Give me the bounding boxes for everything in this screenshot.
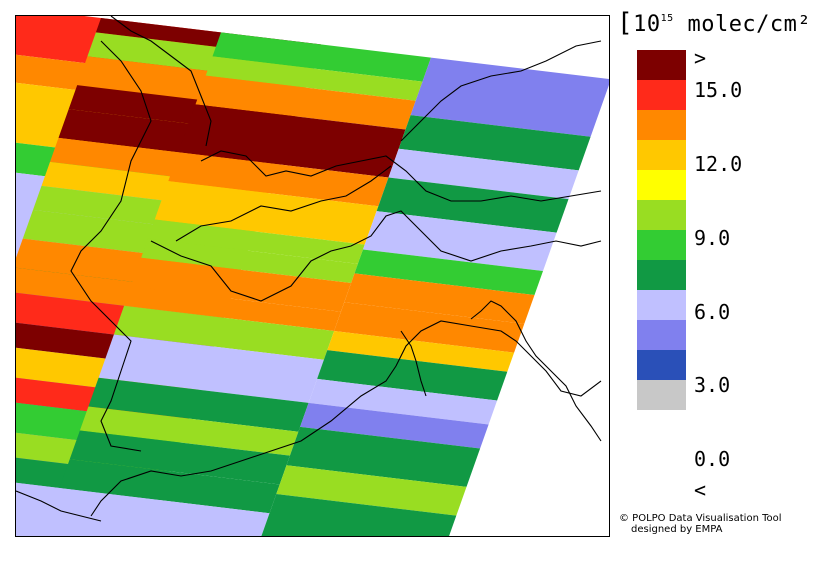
swath-2-row-2 bbox=[195, 75, 416, 130]
swath-2-row-5 bbox=[154, 181, 379, 245]
legend-swatch-2 bbox=[637, 110, 686, 140]
coastline-provence bbox=[16, 490, 102, 522]
swath-3-row-1 bbox=[398, 115, 591, 171]
swath-3-row-13 bbox=[276, 465, 467, 516]
swath-2-row-15 bbox=[59, 459, 280, 514]
coastline-ligurian bbox=[90, 320, 602, 517]
legend-swatch-9 bbox=[637, 320, 686, 350]
swath-2-row-8 bbox=[130, 257, 352, 312]
swath-2-row-9 bbox=[124, 286, 341, 331]
scale-label-3: 3.0 bbox=[694, 373, 731, 397]
swath-3-row-14 bbox=[261, 494, 457, 536]
coastline-adriatic bbox=[470, 300, 602, 442]
scale-label-15: 15.0 bbox=[694, 78, 743, 102]
swath-2-row-16 bbox=[42, 488, 270, 536]
border-germany-austria bbox=[200, 150, 602, 202]
legend-title: [1015 molec/cm²] bbox=[617, 8, 813, 38]
legend-swatch-8 bbox=[637, 290, 686, 320]
swath-3-row-2 bbox=[388, 148, 579, 200]
credit-line-2: designed by EMPA bbox=[631, 524, 723, 535]
legend-swatch-3 bbox=[637, 140, 686, 170]
swath-3-row-5 bbox=[354, 249, 543, 296]
swath-2-row-10 bbox=[113, 305, 335, 360]
color-scale-bar bbox=[637, 50, 686, 410]
legend-swatch-1 bbox=[637, 80, 686, 110]
swath-2-row-7 bbox=[141, 238, 358, 284]
country-borders bbox=[16, 16, 602, 522]
legend-swatch-7 bbox=[637, 260, 686, 290]
swath-2-row-13 bbox=[79, 406, 299, 456]
swath-2-row-4 bbox=[168, 152, 389, 207]
scale-label-12: 12.0 bbox=[694, 152, 743, 176]
scale-label-0: 0.0 bbox=[694, 447, 731, 471]
swath-3-row-11 bbox=[300, 402, 489, 449]
swath-3-row-6 bbox=[344, 273, 535, 324]
scale-label-under: < bbox=[694, 478, 707, 502]
legend-swatch-6 bbox=[637, 230, 686, 260]
satellite-swaths bbox=[16, 16, 609, 536]
swath-3-row-8 bbox=[327, 330, 515, 372]
legend-swatch-5 bbox=[637, 200, 686, 230]
swath-3-row-10 bbox=[308, 378, 498, 425]
swath-3-row-4 bbox=[363, 211, 557, 272]
island-corsica bbox=[400, 330, 427, 397]
swath-3-row-0 bbox=[410, 57, 609, 137]
scale-label-6: 6.0 bbox=[694, 300, 731, 324]
swath-2-row-14 bbox=[69, 430, 290, 485]
swath-2-row-12 bbox=[88, 377, 309, 432]
border-switzerland-italy bbox=[150, 210, 602, 302]
map-panel bbox=[15, 15, 610, 537]
swath-2-row-11 bbox=[98, 334, 324, 403]
swath-2-row-3 bbox=[178, 104, 406, 178]
credit-line-1: © POLPO Data Visualisation Tool bbox=[619, 513, 782, 524]
swath-3-row-3 bbox=[376, 177, 569, 233]
legend-swatch-10 bbox=[637, 350, 686, 380]
scale-label-over: > bbox=[694, 46, 707, 70]
border-north-italy bbox=[175, 165, 392, 242]
border-germany-west bbox=[110, 16, 212, 147]
swath-3-row-9 bbox=[317, 350, 508, 401]
swath-3-row-12 bbox=[286, 426, 481, 487]
swath-2-row-6 bbox=[147, 219, 365, 264]
border-france-switzerland bbox=[70, 40, 152, 452]
legend-swatch-11 bbox=[637, 380, 686, 410]
no2-swath-map bbox=[16, 16, 609, 536]
legend-swatch-0 bbox=[637, 50, 686, 80]
border-austria-czech bbox=[400, 40, 602, 142]
credit-text: © POLPO Data Visualisation Tool designed… bbox=[619, 513, 782, 535]
swath-2-row-0 bbox=[212, 32, 431, 82]
legend-swatch-4 bbox=[637, 170, 686, 200]
scale-label-9: 9.0 bbox=[694, 226, 731, 250]
swath-2-row-1 bbox=[205, 56, 423, 101]
